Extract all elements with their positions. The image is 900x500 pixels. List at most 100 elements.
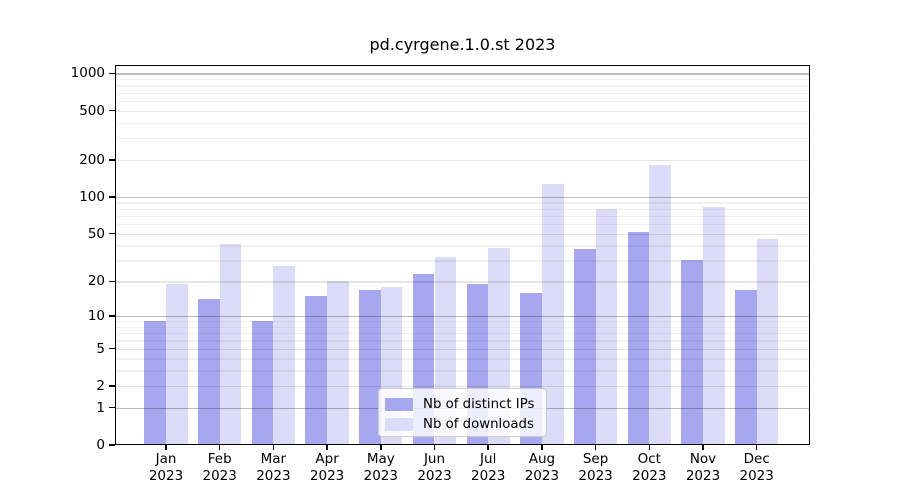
gridline-6 <box>116 340 809 342</box>
gridline-200 <box>116 159 809 162</box>
x-label-year: 2023 <box>202 468 237 484</box>
x-tick-apr <box>326 445 328 450</box>
x-tick-label-may: May 2023 <box>353 451 409 485</box>
x-tick-jan <box>165 445 167 450</box>
bar-downloads-apr <box>327 281 349 445</box>
gridline-2 <box>116 385 809 388</box>
x-label-year: 2023 <box>417 468 452 484</box>
gridline-700 <box>116 92 809 94</box>
legend: Nb of distinct IPs Nb of downloads <box>378 388 547 437</box>
x-tick-label-aug: Aug 2023 <box>514 451 570 485</box>
gridline-90 <box>116 202 809 204</box>
bar-downloads-sep <box>595 209 618 445</box>
x-label-month: Nov <box>689 451 717 467</box>
y-tick-20 <box>109 280 115 282</box>
y-tick-100 <box>109 196 115 198</box>
y-tick-label-0: 0 <box>96 437 105 453</box>
y-tick-1000 <box>109 72 115 75</box>
x-label-year: 2023 <box>471 468 506 484</box>
gridline-4 <box>116 358 809 360</box>
x-label-year: 2023 <box>578 468 613 484</box>
gridline-10 <box>116 316 809 318</box>
bar-downloads-oct <box>649 165 671 445</box>
y-tick-200 <box>109 159 115 161</box>
bar-ips-feb <box>198 299 220 445</box>
bar-downloads-mar <box>273 265 296 445</box>
x-tick-may <box>380 445 382 450</box>
y-tick-1 <box>109 406 115 409</box>
y-tick-label-100: 100 <box>79 188 105 205</box>
x-label-month: Oct <box>637 451 661 467</box>
gridline-50 <box>116 233 809 235</box>
gridline-500 <box>116 110 809 112</box>
gridline-800 <box>116 85 809 87</box>
y-tick-50 <box>109 232 115 235</box>
x-label-year: 2023 <box>148 468 184 484</box>
x-tick-label-jul: Jul 2023 <box>460 451 516 485</box>
x-label-year: 2023 <box>363 468 398 484</box>
bar-ips-sep <box>573 249 596 445</box>
x-label-year: 2023 <box>685 468 721 484</box>
x-label-month: Jan <box>155 451 177 467</box>
x-tick-label-mar: Mar 2023 <box>245 451 301 485</box>
y-tick-0 <box>109 444 115 446</box>
legend-label-downloads: Nb of downloads <box>423 417 534 432</box>
x-label-month: Aug <box>528 451 556 467</box>
y-tick-label-1: 1 <box>96 399 105 416</box>
y-tick-label-10: 10 <box>87 308 105 325</box>
bar-ips-oct <box>627 232 650 445</box>
y-tick-label-50: 50 <box>87 225 105 242</box>
y-tick-500 <box>109 109 115 112</box>
x-tick-aug <box>541 445 543 450</box>
y-tick-label-200: 200 <box>79 151 105 168</box>
y-tick-label-20: 20 <box>87 273 105 290</box>
y-tick-label-2: 2 <box>96 377 105 394</box>
x-tick-jul <box>487 445 489 450</box>
x-tick-label-oct: Oct 2023 <box>621 451 677 485</box>
x-tick-sep <box>594 445 597 450</box>
bar-ips-apr <box>305 295 328 445</box>
plot-area <box>115 65 810 445</box>
legend-entry-downloads: Nb of downloads <box>385 415 546 434</box>
y-tick-label-5: 5 <box>96 340 105 357</box>
x-tick-label-apr: Apr 2023 <box>299 451 355 485</box>
bar-downloads-aug <box>541 184 564 445</box>
gridline-7 <box>116 333 809 335</box>
gridline-70 <box>116 215 809 218</box>
x-label-year: 2023 <box>632 468 667 484</box>
x-tick-label-nov: Nov 2023 <box>675 451 731 485</box>
chart-title: pd.cyrgene.1.0.st 2023 <box>369 35 556 54</box>
x-tick-oct <box>648 445 651 450</box>
x-label-month: Dec <box>743 451 770 467</box>
x-label-year: 2023 <box>739 468 774 484</box>
x-label-month: Mar <box>260 451 287 467</box>
x-label-month: May <box>366 451 395 467</box>
gridline-9 <box>116 321 809 323</box>
x-tick-label-dec: Dec 2023 <box>729 451 785 485</box>
gridline-300 <box>116 138 809 140</box>
x-label-month: Apr <box>315 451 339 467</box>
x-tick-nov <box>702 445 704 450</box>
x-tick-label-jun: Jun 2023 <box>407 451 463 485</box>
x-label-year: 2023 <box>256 468 291 484</box>
x-label-year: 2023 <box>524 468 560 484</box>
bar-downloads-feb <box>219 243 242 445</box>
y-tick-label-500: 500 <box>79 102 105 119</box>
y-tick-label-1000: 1000 <box>70 65 105 82</box>
gridline-20 <box>116 281 809 283</box>
x-label-year: 2023 <box>309 468 345 484</box>
gridline-900 <box>116 79 809 81</box>
x-tick-mar <box>272 445 275 450</box>
legend-swatch-downloads <box>385 418 413 431</box>
gridline-400 <box>116 122 809 124</box>
gridline-80 <box>116 208 809 210</box>
y-tick-2 <box>109 385 115 387</box>
gridline-1000 <box>116 73 809 75</box>
gridline-5 <box>116 348 809 350</box>
bar-ips-may <box>359 289 381 445</box>
bar-ips-jan <box>144 321 166 445</box>
gridline-60 <box>116 223 809 226</box>
x-tick-label-jan: Jan 2023 <box>138 451 194 485</box>
gridline-3 <box>116 370 809 372</box>
